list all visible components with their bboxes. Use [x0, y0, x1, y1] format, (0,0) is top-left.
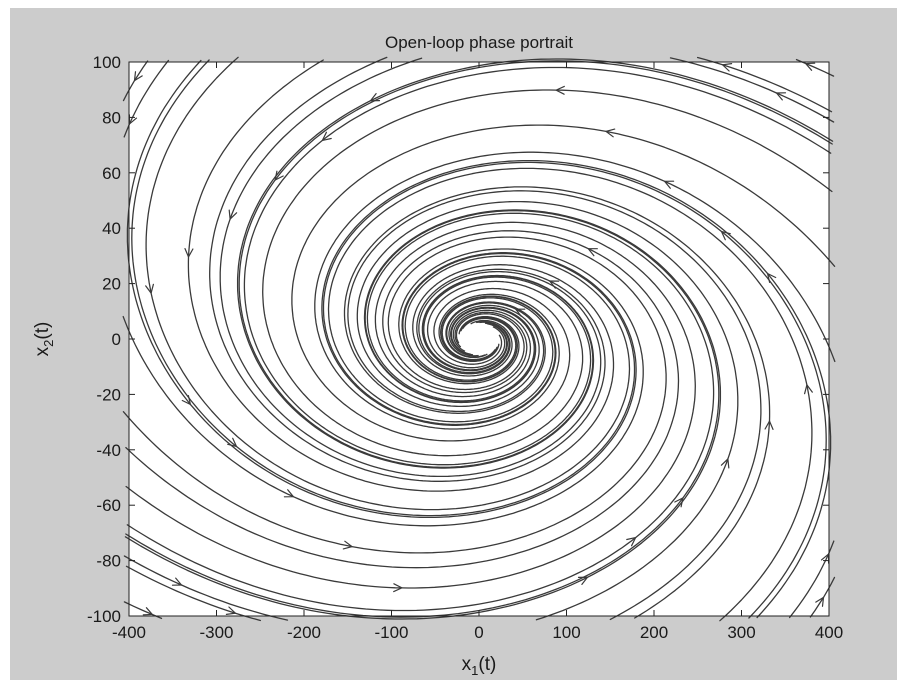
direction-arrow: [171, 577, 183, 586]
y-axis-label-base: x: [32, 346, 53, 356]
y-tick-label: -20: [96, 385, 121, 404]
x-tick-label: -200: [287, 623, 321, 642]
y-tick-label: 60: [102, 164, 121, 183]
streamline: [322, 161, 827, 619]
phase-portrait-chart: -400 -300 -200 -100 0 100 200 300 400 1008060402…: [32, 33, 843, 678]
direction-arrow: [228, 209, 238, 221]
y-tick-label: 0: [112, 330, 121, 349]
figure: -400 -300 -200 -100 0 100 200 300 400 100 80 60 40 2…: [10, 8, 897, 680]
direction-arrow: [764, 419, 774, 430]
x-tick-label: 400: [815, 623, 843, 642]
y-tick-label: 80: [102, 108, 121, 127]
direction-arrow: [804, 383, 813, 395]
streamline: [243, 66, 832, 466]
direction-arrow: [142, 607, 154, 616]
direction-arrow: [775, 92, 787, 101]
streamline: [314, 151, 836, 430]
streamline: [145, 56, 631, 511]
direction-arrow: [720, 230, 731, 241]
streamline: [291, 124, 836, 442]
streamline: [343, 186, 771, 619]
streamline: [126, 59, 637, 519]
direction-arrow: [674, 496, 684, 508]
streamline: [125, 210, 720, 618]
direction-arrow: [145, 283, 154, 295]
chart-title: Open-loop phase portrait: [385, 33, 573, 52]
direction-arrow: [342, 540, 354, 550]
direction-arrow: [548, 280, 560, 289]
streamline: [125, 230, 680, 569]
direction-arrow: [577, 576, 589, 585]
x-tick-label: 100: [552, 623, 580, 642]
y-tick-label: -60: [96, 496, 121, 515]
y-tick-label: -80: [96, 552, 121, 571]
direction-arrow: [815, 596, 825, 607]
direction-arrows: [128, 62, 830, 616]
x-axis-ticks: -400 -300 -200 -100 0 100 200 300 400: [112, 62, 843, 642]
x-tick-label: -400: [112, 623, 146, 642]
streamlines: [122, 56, 836, 622]
y-tick-label: 100: [93, 53, 121, 72]
direction-arrow: [587, 248, 598, 257]
x-axis-label-base: x: [462, 654, 472, 675]
axes-background: [129, 62, 829, 616]
direction-arrow: [283, 489, 295, 498]
streamline: [125, 221, 696, 589]
x-tick-label: -100: [374, 623, 408, 642]
direction-arrow: [181, 395, 192, 406]
x-tick-label: 0: [474, 623, 483, 642]
direction-arrow: [393, 583, 404, 593]
direction-arrow: [133, 71, 143, 82]
direction-arrow: [626, 536, 637, 547]
y-tick-label: 20: [102, 275, 121, 294]
streamline: [125, 565, 262, 622]
streamline: [327, 167, 813, 622]
streamline: [187, 59, 615, 492]
direction-arrow: [514, 308, 526, 317]
direction-arrow: [369, 93, 381, 102]
streamline: [696, 56, 833, 113]
direction-arrow: [321, 131, 332, 142]
direction-arrow: [225, 606, 237, 615]
streamline: [122, 236, 667, 554]
y-axis-label-suffix: (t): [32, 322, 53, 340]
x-tick-label: 300: [727, 623, 755, 642]
y-axis-label: x2(t): [32, 322, 56, 357]
streamline: [122, 248, 644, 527]
direction-arrow: [663, 180, 675, 189]
streamline: [219, 57, 602, 478]
direction-arrow: [184, 248, 194, 259]
direction-arrow: [720, 457, 730, 469]
direction-arrow: [766, 272, 777, 283]
x-axis-label: x1(t): [462, 654, 497, 678]
direction-arrow: [804, 62, 816, 71]
direction-arrow: [721, 63, 733, 72]
streamline: [356, 200, 739, 621]
streamline: [209, 56, 606, 482]
y-tick-label: -100: [87, 607, 121, 626]
x-axis-label-sub: 1: [471, 663, 478, 678]
streamline: [262, 89, 833, 457]
x-axis-label-suffix: (t): [478, 654, 496, 675]
direction-arrow: [227, 437, 238, 448]
direction-arrow: [554, 85, 565, 95]
y-tick-label: 40: [102, 219, 121, 238]
direction-arrow: [274, 170, 284, 182]
y-tick-label: -40: [96, 441, 121, 460]
streamline: [123, 555, 289, 621]
y-axis-ticks: 100 80 60 40 20 0 -20 -40 -60 -80 -100: [87, 53, 829, 626]
direction-arrow: [604, 128, 616, 138]
streamline: [236, 58, 834, 469]
streamline: [669, 57, 835, 123]
y-axis-label-sub: 2: [41, 340, 56, 347]
x-tick-label: -300: [199, 623, 233, 642]
streamline: [347, 190, 762, 621]
x-tick-label: 200: [640, 623, 668, 642]
